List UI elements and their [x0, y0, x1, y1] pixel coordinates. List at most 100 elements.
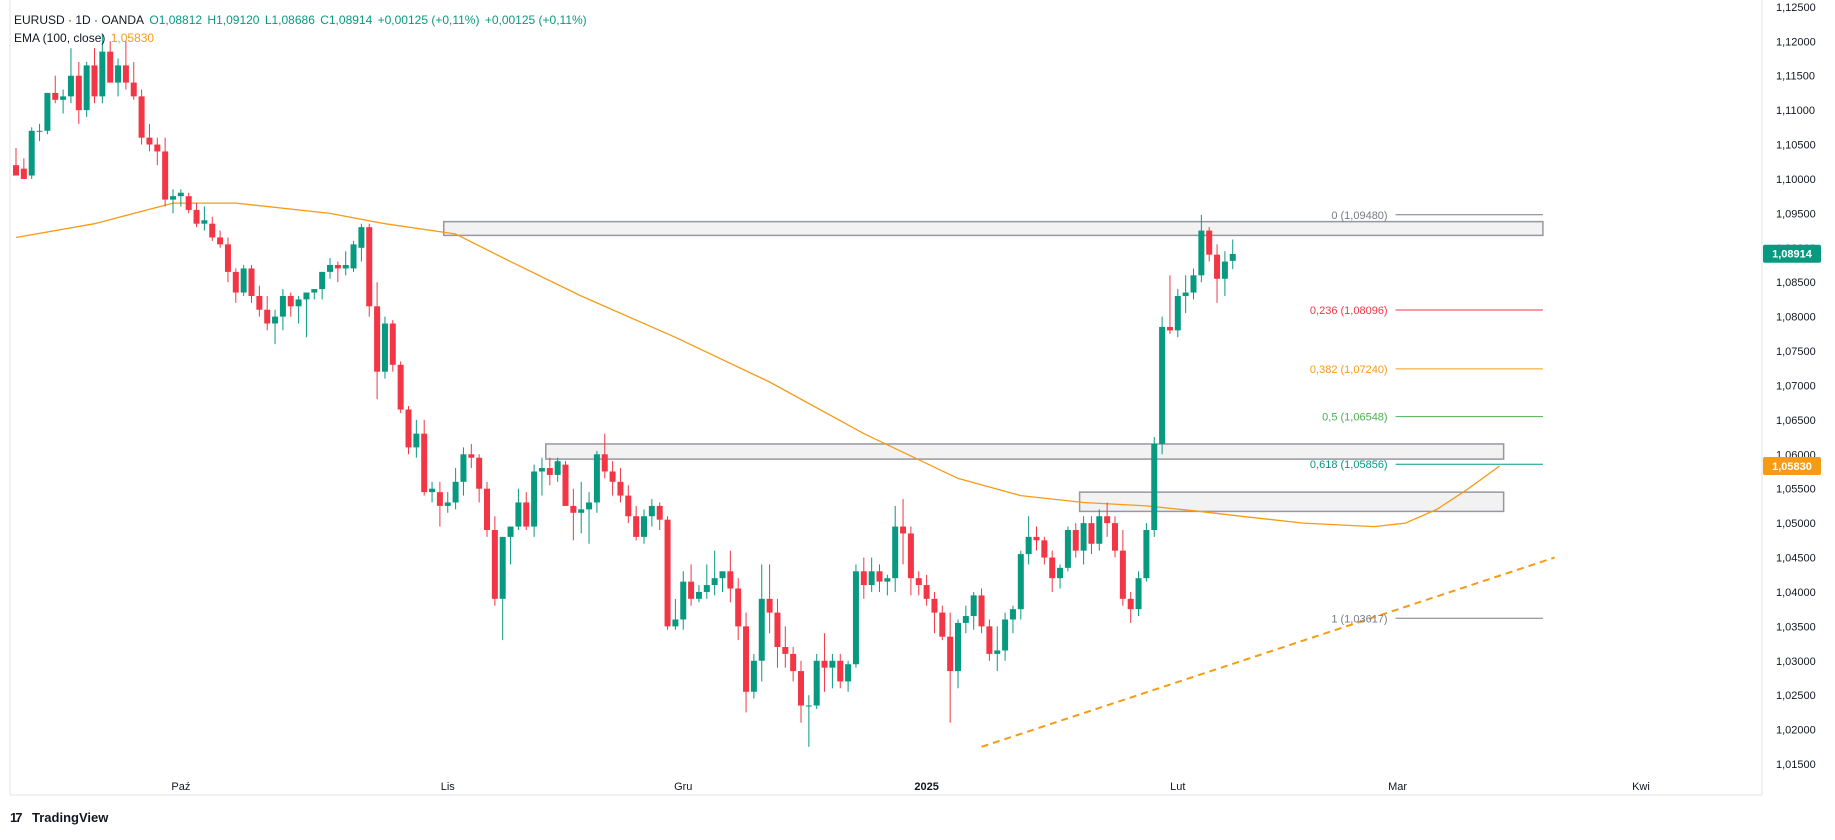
candle-body[interactable] [327, 265, 333, 272]
candle-body[interactable] [1119, 550, 1126, 599]
candle-body[interactable] [272, 316, 279, 324]
candle-body[interactable] [484, 488, 490, 530]
trendline[interactable] [981, 556, 1555, 748]
candle-body[interactable] [1190, 275, 1197, 293]
candle-body[interactable] [672, 619, 679, 627]
candle-body[interactable] [44, 92, 51, 131]
candle-body[interactable] [279, 295, 286, 317]
candle-body[interactable] [688, 581, 695, 599]
candle-body[interactable] [491, 530, 498, 599]
candle-body[interactable] [170, 196, 176, 200]
candle-body[interactable] [750, 660, 757, 692]
candle-body[interactable] [1009, 609, 1016, 620]
candle-body[interactable] [476, 457, 483, 489]
candle-body[interactable] [609, 471, 616, 482]
candle-body[interactable] [711, 578, 718, 586]
candle-body[interactable] [703, 585, 710, 592]
candle-body[interactable] [1135, 578, 1142, 610]
candle-body[interactable] [1002, 619, 1009, 651]
candle-body[interactable] [829, 660, 836, 668]
candle-body[interactable] [311, 289, 318, 293]
candle-body[interactable] [907, 533, 914, 579]
candle-body[interactable] [735, 588, 742, 627]
candle-body[interactable] [813, 660, 820, 706]
candle-body[interactable] [232, 271, 239, 293]
candle-body[interactable] [892, 526, 899, 579]
candle-body[interactable] [436, 492, 443, 506]
candle-body[interactable] [955, 622, 961, 672]
candle-body[interactable] [201, 220, 208, 224]
candle-body[interactable] [99, 51, 106, 97]
candle-body[interactable] [264, 309, 271, 324]
candle-body[interactable] [240, 268, 247, 293]
candle-body[interactable] [405, 409, 412, 448]
candle-body[interactable] [1104, 516, 1111, 524]
candle-body[interactable] [939, 612, 946, 637]
candle-body[interactable] [1025, 536, 1032, 555]
candle-body[interactable] [1214, 254, 1221, 279]
candle-body[interactable] [947, 636, 954, 672]
candle-body[interactable] [1072, 530, 1079, 551]
candle-body[interactable] [860, 571, 867, 586]
candle-body[interactable] [931, 598, 938, 613]
candle-body[interactable] [185, 196, 192, 210]
candle-body[interactable] [138, 96, 145, 138]
candle-body[interactable] [397, 364, 404, 410]
ema-line[interactable] [15, 202, 1500, 528]
sr-zone[interactable] [443, 220, 1544, 237]
candle-body[interactable] [978, 595, 985, 627]
candle-body[interactable] [389, 323, 396, 365]
candle-body[interactable] [36, 130, 43, 132]
candle-body[interactable] [381, 323, 388, 372]
candle-body[interactable] [193, 209, 200, 224]
candle-body[interactable] [915, 578, 922, 586]
candle-body[interactable] [217, 237, 224, 245]
candle-body[interactable] [499, 536, 506, 599]
candle-body[interactable] [91, 65, 98, 97]
candle-body[interactable] [970, 595, 977, 617]
candle-body[interactable] [758, 598, 765, 661]
candle-body[interactable] [782, 647, 789, 654]
candle-body[interactable] [546, 468, 553, 475]
candle-body[interactable] [593, 454, 600, 503]
candle-body[interactable] [13, 165, 19, 176]
candle-body[interactable] [680, 581, 687, 620]
candle-body[interactable] [523, 502, 530, 527]
candle-body[interactable] [366, 227, 373, 307]
candle-body[interactable] [248, 268, 255, 296]
candle-body[interactable] [774, 612, 781, 648]
candle-body[interactable] [617, 481, 624, 496]
candle-body[interactable] [884, 578, 891, 582]
candle-body[interactable] [554, 461, 561, 475]
candle-body[interactable] [586, 502, 593, 510]
candle-body[interactable] [876, 571, 883, 582]
candle-body[interactable] [633, 516, 640, 537]
candle-body[interactable] [334, 265, 341, 269]
candle-body[interactable] [28, 130, 35, 176]
candle-body[interactable] [570, 505, 577, 513]
candle-body[interactable] [1088, 523, 1095, 544]
candle-body[interactable] [1080, 523, 1087, 551]
candle-body[interactable] [421, 433, 428, 493]
candle-body[interactable] [460, 454, 467, 482]
candle-body[interactable] [1182, 292, 1189, 296]
candle-body[interactable] [538, 468, 545, 472]
candle-body[interactable] [1159, 326, 1166, 444]
candle-body[interactable] [1017, 554, 1024, 610]
candle-body[interactable] [1064, 530, 1071, 568]
candle-body[interactable] [994, 650, 1001, 654]
candle-body[interactable] [60, 96, 67, 100]
candle-body[interactable] [429, 488, 436, 493]
candle-body[interactable] [67, 75, 74, 97]
candle-body[interactable] [209, 223, 216, 238]
candle-body[interactable] [695, 591, 702, 599]
candle-body[interactable] [625, 495, 632, 517]
tradingview-logo[interactable]: 17 TradingView [10, 810, 108, 825]
candle-body[interactable] [358, 227, 365, 248]
candle-body[interactable] [656, 505, 663, 520]
candle-body[interactable] [107, 51, 114, 83]
candle-body[interactable] [83, 65, 90, 111]
candle-body[interactable] [868, 571, 875, 586]
